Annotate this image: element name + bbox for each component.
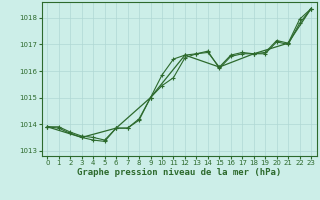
X-axis label: Graphe pression niveau de la mer (hPa): Graphe pression niveau de la mer (hPa) [77, 168, 281, 177]
